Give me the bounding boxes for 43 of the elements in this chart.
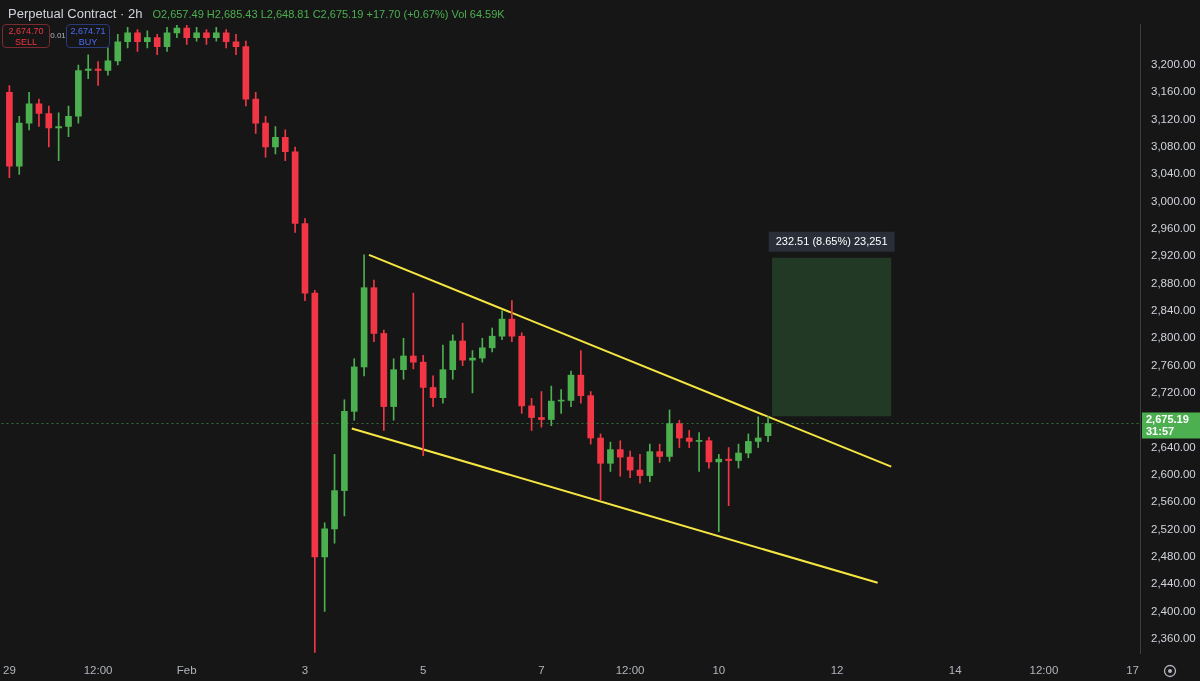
x-tick-label: 10 — [712, 664, 726, 677]
y-tick-label: 3,000.00 — [1151, 194, 1196, 207]
x-tick-label: Feb — [176, 664, 197, 677]
y-tick-label: 3,120.00 — [1151, 112, 1196, 125]
y-tick-label: 2,840.00 — [1151, 304, 1196, 317]
y-tick-label: 2,800.00 — [1151, 331, 1196, 344]
y-tick-label: 2,560.00 — [1151, 495, 1196, 508]
annotation: 2,674.70 — [7, 26, 45, 37]
y-tick-label: 2,880.00 — [1151, 276, 1196, 289]
y-tick-label: 2,360.00 — [1151, 632, 1196, 645]
y-tick-label: 2,920.00 — [1151, 249, 1196, 262]
y-tick-label: 2,400.00 — [1151, 604, 1196, 617]
band-label: 232.51 (8.65%) 23,251 — [775, 234, 888, 247]
annotation: SELL — [14, 37, 38, 48]
annotation: 0.01 — [50, 31, 66, 40]
y-tick-label: 2,600.00 — [1151, 468, 1196, 481]
x-tick-label: 17 — [1126, 664, 1140, 677]
x-tick-label: 5 — [420, 664, 427, 677]
x-tick-label: 12:00 — [83, 664, 113, 677]
annotation: 2,674.71 — [69, 26, 107, 37]
y-tick-label: 3,200.00 — [1151, 58, 1196, 71]
y-tick-label: 2,720.00 — [1151, 386, 1196, 399]
y-tick-label: 2,520.00 — [1151, 522, 1196, 535]
x-tick-label: 7 — [538, 664, 545, 677]
x-tick-label: 3 — [301, 664, 309, 677]
y-tick-label: 2,760.00 — [1151, 358, 1196, 371]
x-tick-label: 29 — [3, 664, 16, 677]
x-tick-label: 14 — [948, 664, 963, 677]
y-tick-label: 3,080.00 — [1151, 140, 1196, 153]
y-tick-label: 2,440.00 — [1151, 577, 1196, 590]
y-tick-label: 3,160.00 — [1151, 85, 1196, 98]
text: 31:57 — [1146, 424, 1175, 437]
chart-title: Perpetual Contract · 2h — [8, 6, 143, 21]
x-tick-label: 12 — [830, 664, 844, 677]
x-tick-label: 12:00 — [1029, 664, 1059, 677]
y-tick-label: 2,480.00 — [1151, 550, 1196, 563]
annotation: BUY — [77, 37, 99, 48]
y-tick-label: 2,960.00 — [1151, 222, 1196, 235]
text: O2,657.49 H2,685.43 L2,648.81 C2,675.19 +17.70 (+0.67%) Vol 64.59K — [152, 8, 505, 20]
y-tick-label: 2,640.00 — [1151, 440, 1196, 453]
ref-line-label: 2,675.19 — [1146, 412, 1189, 425]
x-tick-label: 12:00 — [615, 664, 645, 677]
y-tick-label: 3,040.00 — [1151, 167, 1196, 180]
